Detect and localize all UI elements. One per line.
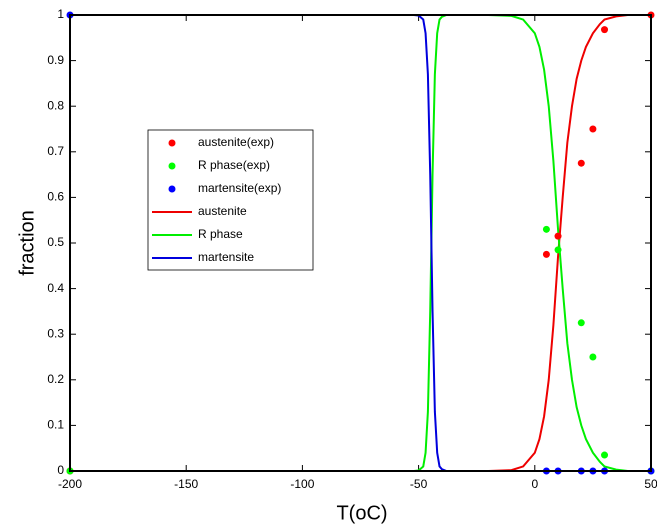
data-point <box>601 26 609 34</box>
data-point <box>601 451 609 459</box>
plot-frame <box>69 14 652 472</box>
y-tick-label: 0.4 <box>47 281 64 295</box>
y-tick-label: 0.5 <box>47 235 64 249</box>
y-tick-label: 1 <box>57 7 64 21</box>
y-tick-label: 0.7 <box>47 144 64 158</box>
data-point <box>589 125 597 133</box>
y-tick-label: 0.3 <box>47 326 64 340</box>
y-axis-label: fraction <box>16 210 38 276</box>
y-tick-label: 0.8 <box>47 98 64 112</box>
legend-marker <box>168 162 176 170</box>
legend-label: austenite <box>198 204 247 218</box>
data-point <box>577 159 585 167</box>
data-point <box>542 250 550 258</box>
y-tick-label: 0.6 <box>47 190 64 204</box>
legend-box <box>147 129 314 271</box>
y-tick-label: 0.2 <box>47 372 64 386</box>
x-tick-label: -150 <box>174 477 198 491</box>
x-tick-label: -200 <box>58 477 82 491</box>
x-tick-label: 50 <box>644 477 657 491</box>
y-tick-label: 0.9 <box>47 53 64 67</box>
x-tick-label: 0 <box>531 477 538 491</box>
legend-marker <box>168 185 176 193</box>
x-axis-label: T(oC) <box>336 502 387 524</box>
series-line <box>372 14 651 472</box>
x-tick-label: -50 <box>410 477 428 491</box>
data-point <box>542 225 550 233</box>
data-point <box>589 353 597 361</box>
y-tick-label: 0.1 <box>47 418 64 432</box>
legend-label: martensite <box>198 250 254 264</box>
legend-label: R phase <box>198 227 243 241</box>
x-tick-label: -100 <box>290 477 314 491</box>
legend: austenite(exp) R phase(exp) martensite(exp… <box>147 129 314 271</box>
y-tick-label: 0 <box>57 463 64 477</box>
legend-label: austenite(exp) <box>198 135 274 149</box>
legend-marker <box>168 139 176 147</box>
data-point <box>577 319 585 327</box>
data-point <box>554 232 562 240</box>
data-point <box>554 246 562 254</box>
legend-label: martensite(exp) <box>198 181 281 195</box>
legend-label: R phase(exp) <box>198 158 270 172</box>
